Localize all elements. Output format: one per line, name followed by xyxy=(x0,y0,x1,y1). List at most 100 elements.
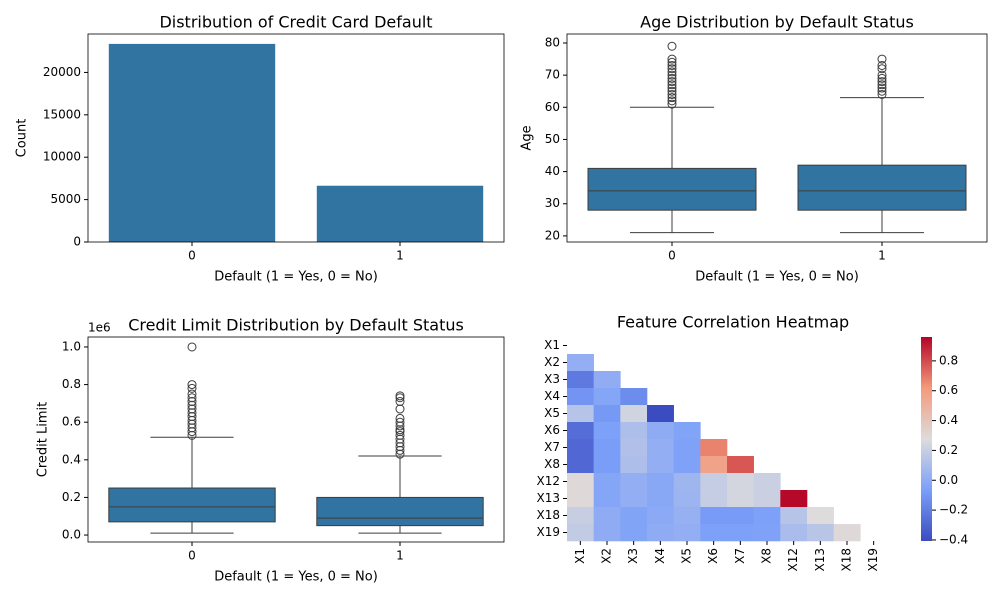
heatmap-cell xyxy=(647,422,674,440)
x-tick-label: X3 xyxy=(626,548,640,564)
y-tick-label: 0.6 xyxy=(62,415,81,429)
heatmap-cell xyxy=(647,405,674,423)
outlier xyxy=(877,86,887,96)
outlier xyxy=(667,64,677,74)
y-tick-label: 60 xyxy=(545,100,560,114)
outlier xyxy=(877,80,887,90)
box xyxy=(108,487,276,523)
heatmap-cell xyxy=(567,405,594,423)
heatmap-cell xyxy=(593,473,621,491)
x-tick-label: 0 xyxy=(668,249,676,263)
y-tick-label: 80 xyxy=(545,36,560,50)
outlier xyxy=(667,70,677,80)
outlier xyxy=(667,73,677,83)
heatmap-cell xyxy=(620,439,648,457)
outlier xyxy=(667,89,677,99)
outlier xyxy=(667,41,677,51)
box xyxy=(587,167,757,211)
outlier xyxy=(667,83,677,93)
chart-title: Feature Correlation Heatmap xyxy=(617,313,849,332)
y-tick-label: 50 xyxy=(545,132,560,146)
heatmap-cell xyxy=(780,507,808,525)
bar xyxy=(316,185,484,242)
x-tick-label: 1 xyxy=(878,249,886,263)
y-tick-label: 15000 xyxy=(43,107,81,121)
heatmap-cell xyxy=(833,524,861,542)
heatmap-cell xyxy=(647,524,674,542)
y-tick-label: 5000 xyxy=(50,192,81,206)
y-tick-label: X3 xyxy=(544,372,560,386)
y-tick-label: X5 xyxy=(544,406,560,420)
colorbar-tick-label: 0.4 xyxy=(939,413,958,427)
colorbar xyxy=(921,337,932,541)
heatmap-cell xyxy=(620,507,648,525)
outlier xyxy=(877,73,887,83)
outlier xyxy=(187,380,197,390)
chart-title: Distribution of Credit Card Default xyxy=(159,13,432,32)
y-tick-label: 0.4 xyxy=(62,452,81,466)
heatmap-cell xyxy=(593,422,621,440)
y-tick-label: 0 xyxy=(73,235,81,249)
axes-frame xyxy=(566,33,988,243)
heatmap-cell xyxy=(567,473,594,491)
x-tick-label: X12 xyxy=(786,548,800,572)
heatmap-cell xyxy=(700,507,728,525)
x-tick-label: X13 xyxy=(813,548,827,572)
x-tick-label: X19 xyxy=(866,548,880,572)
heatmap-cell xyxy=(620,422,648,440)
outlier xyxy=(395,404,405,414)
x-tick-label: X6 xyxy=(706,548,720,564)
heatmap-cell xyxy=(753,473,781,491)
heatmap-cell xyxy=(807,507,834,525)
x-tick-label: 0 xyxy=(188,549,196,563)
y-tick-label: X19 xyxy=(537,525,561,539)
heatmap-cell xyxy=(567,490,594,508)
heatmap-cell xyxy=(807,524,834,542)
colorbar-tick-label: 0.0 xyxy=(939,473,958,487)
y-tick-label: X18 xyxy=(537,508,561,522)
heatmap-cell xyxy=(620,473,648,491)
heatmap-cell xyxy=(647,439,674,457)
heatmap-cell xyxy=(593,371,621,389)
heatmap-cell xyxy=(673,490,701,508)
colorbar-tick-label: 0.2 xyxy=(939,443,958,457)
heatmap-cell xyxy=(727,490,754,508)
axes-frame xyxy=(87,336,505,543)
outlier xyxy=(395,417,405,427)
heatmap-cell xyxy=(727,507,754,525)
y-tick-label: 30 xyxy=(545,196,560,210)
heatmap-cell xyxy=(567,354,594,372)
y-tick-label: X1 xyxy=(544,338,560,352)
heatmap-cell xyxy=(647,456,674,474)
x-axis-label: Default (1 = Yes, 0 = No) xyxy=(214,570,378,585)
y-tick-label: 10000 xyxy=(43,150,81,164)
outlier xyxy=(667,54,677,64)
heatmap-cell xyxy=(753,507,781,525)
heatmap-cell xyxy=(753,524,781,542)
outlier xyxy=(877,70,887,80)
heatmap-cell xyxy=(567,524,594,542)
y-tick-label: X7 xyxy=(544,440,560,454)
outlier xyxy=(395,391,405,401)
heatmap-cell xyxy=(593,439,621,457)
colorbar-tick-label: 0.6 xyxy=(939,383,958,397)
y-tick-label: X6 xyxy=(544,423,560,437)
outlier xyxy=(667,99,677,109)
y-tick-label: 0.2 xyxy=(62,490,81,504)
heatmap-cell xyxy=(620,388,648,406)
x-tick-label: X5 xyxy=(680,548,694,564)
y-tick-label: 1.0 xyxy=(62,339,81,353)
outlier xyxy=(877,89,887,99)
heatmap-cell xyxy=(780,524,808,542)
chart-title: Age Distribution by Default Status xyxy=(640,13,914,32)
heatmap-cell xyxy=(593,388,621,406)
colorbar-tick-label: −0.4 xyxy=(939,532,968,546)
outlier xyxy=(667,86,677,96)
heatmap-cell xyxy=(647,473,674,491)
x-tick-label: 1 xyxy=(396,249,404,263)
heatmap-cell xyxy=(673,456,701,474)
outlier xyxy=(395,397,405,407)
outlier xyxy=(187,393,197,403)
outlier xyxy=(877,83,887,93)
